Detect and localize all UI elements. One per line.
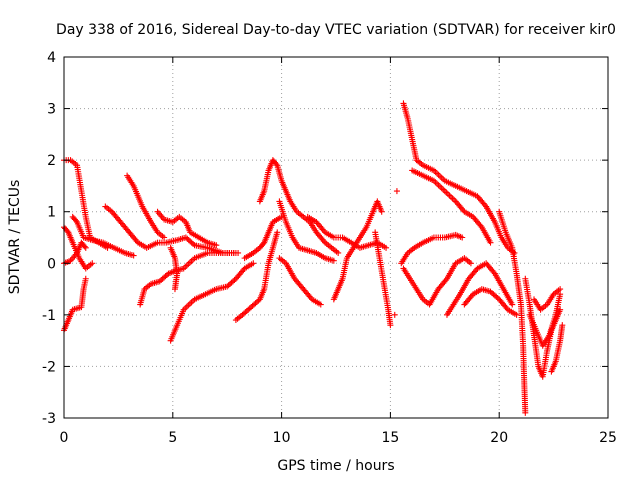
y-tick-label: 0 <box>47 256 56 272</box>
data-point-trace-28 <box>522 409 529 416</box>
data-point-trace-03 <box>82 244 89 251</box>
x-tick-label: 25 <box>599 430 617 446</box>
data-point-trace-18 <box>378 208 385 215</box>
y-tick-label: -3 <box>42 411 56 427</box>
data-point-trace-13 <box>260 240 267 247</box>
data-point-trace-25 <box>467 260 474 267</box>
data-point-trace-07 <box>161 234 168 241</box>
y-axis-label: SDTVAR / TECUs <box>7 180 23 295</box>
y-tick-label: 1 <box>47 205 56 221</box>
data-point-trace-19 <box>387 322 394 329</box>
data-point-trace-12 <box>274 229 281 236</box>
data-point-trace-20 <box>393 188 400 195</box>
data-point-trace-23 <box>487 239 494 246</box>
x-tick-label: 15 <box>381 430 399 446</box>
data-point-trace-02 <box>64 228 71 235</box>
data-point-trace-24 <box>459 234 466 241</box>
data-point-trace-05 <box>72 217 79 224</box>
y-tick-label: -2 <box>42 359 56 375</box>
data-point-trace-10 <box>171 286 178 293</box>
x-tick-label: 20 <box>490 430 508 446</box>
data-point-trace-04 <box>82 275 89 282</box>
x-tick-label: 5 <box>168 430 177 446</box>
data-layer <box>61 100 566 416</box>
y-tick-label: -1 <box>42 308 56 324</box>
y-tick-label: 4 <box>47 50 56 66</box>
data-point-trace-14 <box>335 249 342 256</box>
data-point-trace-11 <box>250 260 257 267</box>
data-point-trace-30 <box>557 291 564 298</box>
plot-border <box>63 56 609 419</box>
data-point-trace-29 <box>557 306 564 313</box>
y-tick-label: 3 <box>47 102 56 118</box>
tick-layer: 0 5 10 15 20 25 -3 -2 -1 0 1 2 3 4 <box>42 50 617 446</box>
y-tick-label: 2 <box>47 153 56 169</box>
data-point-trace-32 <box>559 322 566 329</box>
x-tick-label: 0 <box>60 430 69 446</box>
data-point-trace-14 <box>273 161 280 168</box>
data-point-trace-16 <box>317 301 324 308</box>
data-point-trace-09 <box>213 242 220 249</box>
data-point-trace-15 <box>330 257 337 264</box>
data-point-trace-31 <box>557 286 564 293</box>
data-point-trace-17 <box>383 244 390 251</box>
data-point-trace-08 <box>230 249 237 256</box>
x-tick-label: 10 <box>273 430 291 446</box>
data-point-trace-02 <box>89 260 96 267</box>
grid-layer <box>64 57 608 418</box>
x-axis-label: GPS time / hours <box>277 458 394 474</box>
data-point-trace-05 <box>130 252 137 259</box>
data-point-trace-03 <box>81 243 88 250</box>
data-point-trace-26 <box>509 301 516 308</box>
chart-title: Day 338 of 2016, Sidereal Day-to-day VTE… <box>56 22 616 38</box>
data-point-trace-21 <box>391 311 398 318</box>
